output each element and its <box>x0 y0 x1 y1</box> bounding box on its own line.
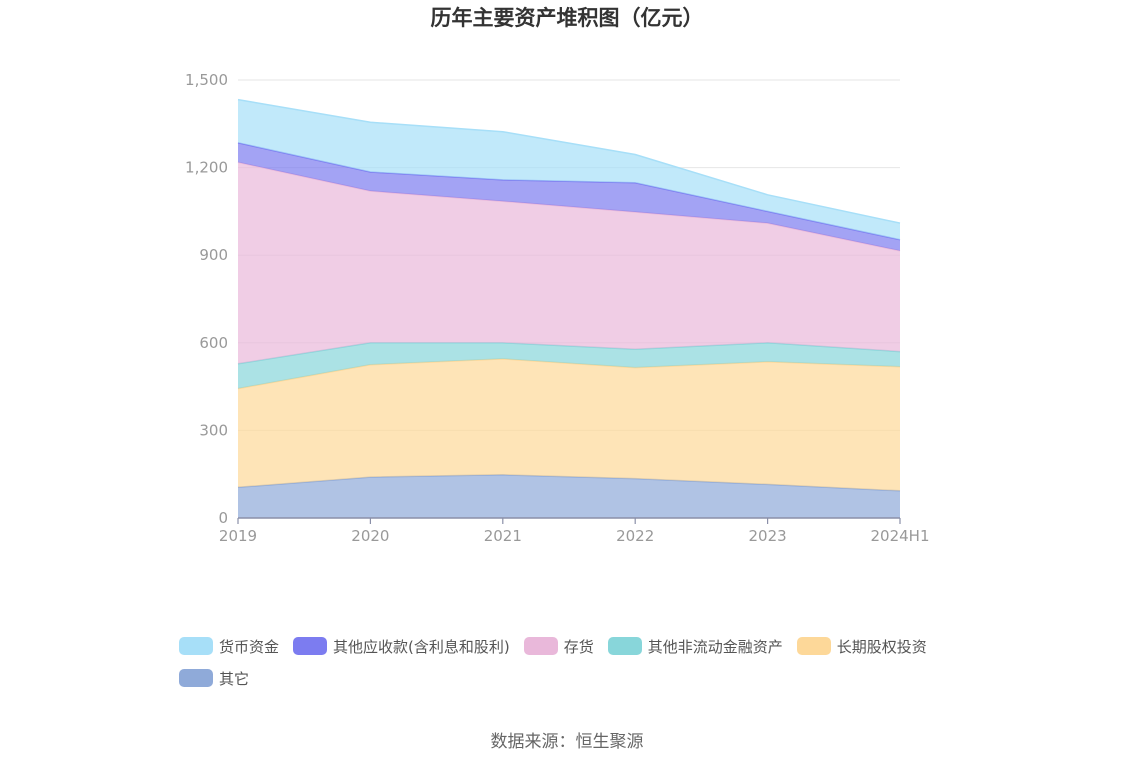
area-series-1 <box>238 358 900 491</box>
legend-swatch <box>607 637 642 655</box>
x-tick-label: 2022 <box>616 527 654 545</box>
y-tick-label: 900 <box>199 246 228 264</box>
chart-title: 历年主要资产堆积图（亿元） <box>431 6 704 30</box>
legend-label: 货币资金 <box>219 637 280 656</box>
legend-label: 其他应收款(含利息和股利) <box>333 637 510 656</box>
x-tick-label: 2024H1 <box>871 527 930 545</box>
legend-item[interactable]: 其他非流动金融资产 <box>607 630 783 662</box>
legend-label: 其他非流动金融资产 <box>647 637 783 656</box>
legend-item[interactable]: 货币资金 <box>179 630 279 662</box>
area-series-5 <box>238 99 900 240</box>
legend-swatch <box>179 637 213 655</box>
legend-item[interactable]: 其他应收款(含利息和股利) <box>293 630 510 662</box>
area-series-2 <box>238 342 900 389</box>
x-tick-label: 2023 <box>749 527 787 545</box>
legend-item[interactable]: 长期股权投资 <box>796 630 927 662</box>
x-tick-label: 2020 <box>351 527 389 545</box>
stacked-areas <box>237 98 901 518</box>
area-series-0 <box>238 474 900 518</box>
legend: 货币资金 其他应收款(含利息和股利) 存货 其他非流动金融资产 长期股权投资其它 <box>179 630 979 694</box>
y-tick-label: 1,500 <box>185 71 228 89</box>
source-note: 数据来源：恒生聚源 <box>490 732 644 752</box>
legend-swatch <box>179 669 213 687</box>
legend-item[interactable]: 其它 <box>179 662 249 694</box>
axes: 0 300 600 900 1,200 1,500 2019 2020 2021 2022 2023… <box>185 71 929 545</box>
legend-swatch <box>796 637 831 655</box>
legend-swatch <box>293 637 328 655</box>
x-tick-label: 2021 <box>484 527 522 545</box>
legend-label: 其它 <box>219 669 250 688</box>
area-series-edge-5 <box>237 98 901 224</box>
y-tick-label: 300 <box>199 421 228 439</box>
y-tick-label: 1,200 <box>185 159 228 177</box>
legend-label: 长期股权投资 <box>836 637 927 656</box>
y-tick-label: 600 <box>199 334 228 352</box>
y-tick-label: 0 <box>218 509 228 527</box>
area-series-4 <box>238 142 900 251</box>
legend-label: 存货 <box>563 637 594 656</box>
legend-item[interactable]: 存货 <box>523 630 594 662</box>
area-series-3 <box>238 162 900 364</box>
x-tick-label: 2019 <box>219 527 257 545</box>
legend-swatch <box>523 637 558 655</box>
